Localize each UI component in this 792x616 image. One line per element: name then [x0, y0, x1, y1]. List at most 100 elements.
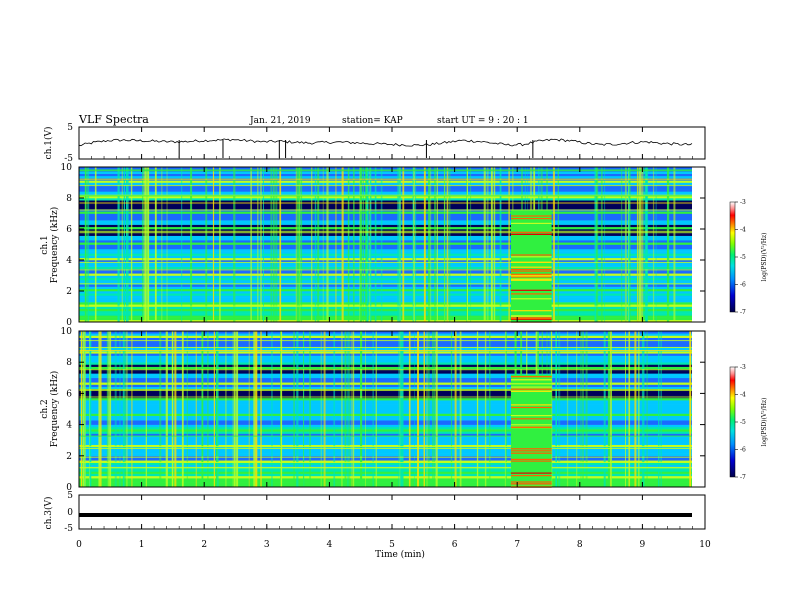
ch2-spec-streak — [399, 331, 401, 487]
ch2-spec-streak — [365, 331, 366, 487]
ch1-spec-burst-line — [510, 318, 552, 320]
ch1-spec-band — [79, 195, 692, 199]
ch1-spec-streak — [94, 167, 97, 322]
ch2-spec-band — [79, 442, 692, 445]
ch2-spec-streak — [225, 331, 227, 487]
ch2-spec-band — [79, 440, 692, 443]
ch2-spec-streak — [89, 331, 91, 487]
ch1-spec-streak — [275, 167, 278, 322]
ch1-spec-streak — [652, 167, 655, 322]
ch2-spec-emission — [79, 350, 692, 351]
ch1-spec-blank — [692, 167, 705, 322]
ch1-spec-band — [79, 295, 692, 298]
ch2-spec-streak — [216, 331, 218, 487]
ch2-spec-streak — [296, 331, 299, 487]
ch1-spec-streak — [486, 167, 489, 322]
ch1-spec-band — [79, 202, 692, 205]
ch1-spec-band — [79, 237, 692, 241]
ch2-spec-streak — [432, 331, 434, 487]
ch1-spec-streak — [154, 167, 157, 322]
ch2-spec-streak — [255, 331, 258, 487]
ch2-spec-streak — [181, 331, 184, 487]
ch2-spec-burst-line — [510, 415, 552, 417]
ch1-spec-streak — [625, 167, 627, 322]
ch1-spec-emission — [79, 269, 692, 271]
ytick-label: 0 — [66, 318, 72, 328]
ch2-spec-band — [79, 451, 692, 454]
ch1-spec-streak — [347, 167, 349, 322]
ch1-spec-burst-line — [510, 270, 552, 272]
ch1-spec-emission — [79, 169, 692, 171]
ch2-spec-streak — [107, 331, 110, 487]
ch1-spec-burst-line — [510, 233, 552, 235]
ch2-spec-streak — [186, 331, 188, 487]
ch1-spec-burst-line — [510, 289, 552, 291]
ch2-spec-streak — [253, 331, 256, 487]
ch2-spec-streak — [408, 331, 411, 487]
ch2-spec-streak — [207, 331, 209, 487]
ch2-spec-streak — [555, 331, 557, 487]
ch1-spec-band — [79, 306, 692, 310]
ch1-spec-band — [79, 266, 692, 270]
ch1-spec-band — [79, 297, 692, 301]
ch2-spec-streak — [80, 331, 83, 487]
xtick-label: 4 — [327, 540, 333, 550]
ch1-spec-streak — [301, 167, 303, 322]
ch2-spec-streak — [171, 331, 174, 487]
ch2-spec-streak — [131, 331, 133, 487]
ch2-spec-streak — [303, 331, 304, 487]
ch2-spec-burst-line — [510, 460, 552, 462]
ch2-spec-streak — [323, 331, 326, 487]
ch2-spec-band — [79, 453, 692, 457]
ch2-spec-streak — [341, 331, 343, 487]
ch1-spec-burst-line — [510, 275, 552, 277]
ch1-spec-streak — [552, 167, 555, 322]
ch1-spec-streak — [639, 167, 642, 322]
ch2-spec-streak — [201, 331, 204, 487]
ch1-spec-streak — [370, 167, 372, 322]
ch1-spec-band — [79, 299, 692, 303]
ytick-label: 10 — [61, 327, 73, 337]
ch2-spec-burst-line — [510, 388, 552, 390]
ch2-spec-band — [79, 402, 692, 405]
ch2-spec-streak — [248, 331, 250, 487]
ch1-spec-band — [79, 242, 692, 245]
ch1-spec-burst-line — [510, 266, 552, 268]
ch1-colorbar-ticks: -3 -4 -5 -6 -7 — [735, 199, 746, 316]
ch2-spec-band — [79, 413, 692, 416]
ch2-spec-streak — [351, 331, 353, 487]
ch2-spec-burst-line — [510, 452, 552, 454]
ch2-spec-band — [79, 357, 692, 361]
ch1-spec-streak — [314, 167, 317, 322]
ch1-spec-streak — [123, 167, 125, 322]
ch2-spec-emission — [79, 388, 692, 390]
xtick-label: 10 — [699, 540, 711, 550]
ch2-spectrogram-ticks: 0 2 4 6 8 10 — [61, 327, 705, 493]
ch1-spec-streak — [270, 167, 272, 322]
ch2-spec-band — [79, 417, 692, 421]
ch1-spec-streak — [596, 167, 599, 322]
ch2-spec-band — [79, 484, 692, 488]
ch2-spec-band — [79, 460, 692, 463]
ch2-spec-streak — [360, 331, 363, 487]
ch2-spec-band — [79, 475, 692, 479]
ch1-colorbar: -3 -4 -5 -6 -7 log(PSD)(V²/Hz) — [729, 199, 768, 316]
ytick-label: 6 — [66, 225, 72, 235]
ch1-spec-band — [79, 167, 692, 170]
ch1-spec-streak — [600, 167, 603, 322]
ch2-spec-emission — [79, 340, 692, 342]
ch2-spec-band — [79, 473, 692, 477]
ch2-spec-streak — [280, 331, 281, 487]
colorbar-tick-label: -6 — [740, 447, 746, 454]
ch1-spec-streak — [250, 167, 252, 322]
ch2-spec-burst-line — [510, 376, 552, 378]
ch2-spec-burst-line — [510, 475, 552, 477]
ch1-spec-band — [79, 215, 692, 219]
ch1-spec-streak — [219, 167, 221, 322]
ch2-spec-band — [79, 464, 692, 468]
ch1-frequency-label: Frequency (kHz) — [49, 207, 60, 284]
ch2-spec-band — [79, 371, 692, 374]
ch2-spec-streak — [607, 331, 610, 487]
ch1-spec-band — [79, 171, 692, 174]
